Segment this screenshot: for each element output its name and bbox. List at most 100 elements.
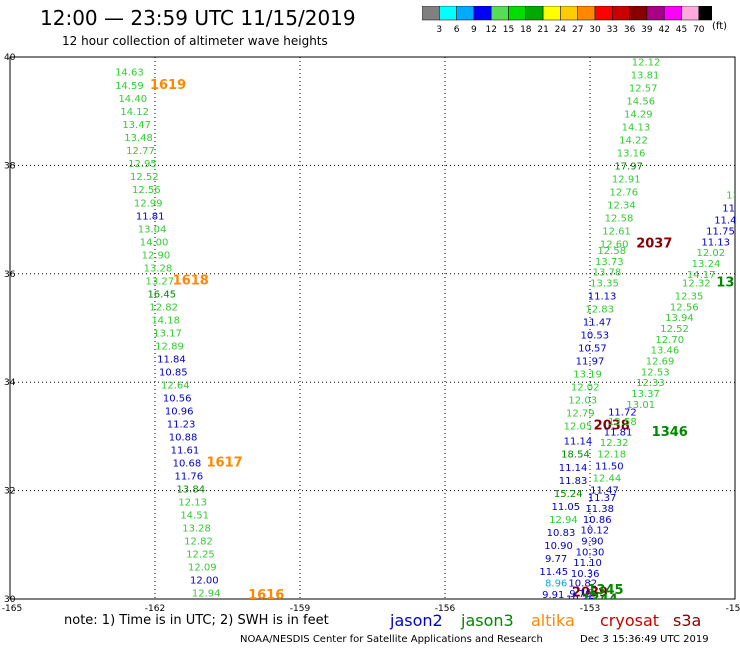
wave-height-label: 12.56 xyxy=(132,185,161,196)
latitude-tick-label: 40 xyxy=(4,53,16,63)
wave-height-label: 12.52 xyxy=(660,324,689,335)
map-gridlines xyxy=(10,57,735,599)
wave-height-label: 12.91 xyxy=(612,174,641,185)
wave-height-label: 14.40 xyxy=(118,94,147,105)
wave-height-label: 9.90 xyxy=(581,536,603,547)
wave-height-label: 10.85 xyxy=(159,367,188,378)
wave-height-label: 13.28 xyxy=(144,263,173,274)
colorbar-label: 12 xyxy=(485,25,496,35)
wave-height-label: 13 xyxy=(726,191,739,202)
latitude-tick-label: 34 xyxy=(4,378,16,388)
wave-height-label: 11.38 xyxy=(585,504,614,515)
wave-height-label: 12.53 xyxy=(641,367,670,378)
wave-height-label: 8.96 xyxy=(545,579,567,590)
wave-height-label: 12.69 xyxy=(646,357,675,368)
wave-height-label: 10.82 xyxy=(568,579,597,590)
latitude-tick-label: 32 xyxy=(4,487,15,497)
pass-time-label: 2039 xyxy=(572,585,608,600)
wave-height-label: 13.73 xyxy=(595,257,624,268)
latitude-tick-label: 30 xyxy=(4,595,16,605)
wave-height-label: 11.47 xyxy=(590,486,619,497)
wave-height-label: 14.12 xyxy=(120,107,149,118)
wave-height-label: 12.52 xyxy=(130,172,159,183)
latitude-tick-label: 38 xyxy=(4,161,16,171)
wave-height-label: 11.61 xyxy=(171,445,200,456)
wave-height-label: 12.03 xyxy=(568,396,597,407)
wave-height-label: 12.02 xyxy=(571,383,600,394)
wave-height-label: 12.05 xyxy=(564,422,593,433)
longitude-tick-label: -153 xyxy=(580,604,600,614)
colorbar-label: 6 xyxy=(454,25,460,35)
longitude-tick-label: -165 xyxy=(2,604,22,614)
wave-height-label: 12.77 xyxy=(126,146,155,157)
wave-height-label: 12.64 xyxy=(161,380,190,391)
wave-height-label: 11.14 xyxy=(564,437,593,448)
wave-height-label: 10.56 xyxy=(163,393,192,404)
wave-height-label: 12.61 xyxy=(602,226,631,237)
longitude-tick-label: -159 xyxy=(290,604,311,614)
colorbar-label: 9 xyxy=(471,25,477,35)
wave-height-label: 12.32 xyxy=(682,278,711,289)
wave-height-label: 11.23 xyxy=(167,419,196,430)
wave-height-label: 11.72 xyxy=(608,407,637,418)
wave-height-label: 10.53 xyxy=(581,331,610,342)
wave-height-label: 12.44 xyxy=(593,474,622,485)
wave-height-label: 11.14 xyxy=(559,463,588,474)
colorbar: 3 6 9 12 15 18 21 24 27 30 33 36 39 42 45 70 xyxy=(422,6,712,35)
map-frame xyxy=(9,56,736,600)
colorbar-swatch xyxy=(698,6,712,21)
footer-note: note: 1) Time is in UTC; 2) SWH is in fe… xyxy=(64,613,329,628)
wave-height-label: 12.57 xyxy=(629,83,658,94)
legend-jason3: jason3 xyxy=(461,611,514,630)
wave-height-label: 12.83 xyxy=(585,304,614,315)
wave-height-label: 12.32 xyxy=(600,438,629,449)
wave-height-label: 11.84 xyxy=(157,354,186,365)
wave-height-label: 13.84 xyxy=(176,484,205,495)
wave-height-label: 12.82 xyxy=(149,302,178,313)
wave-height-label: 12.25 xyxy=(186,549,215,560)
wave-height-label: 14.17 xyxy=(687,270,716,281)
wave-height-label: 12.18 xyxy=(597,450,626,461)
wave-height-label: 18.54 xyxy=(561,450,590,461)
wave-height-label: 13.04 xyxy=(138,224,167,235)
wave-height-label: 13.35 xyxy=(590,278,619,289)
map-title: 12:00 — 23:59 UTC 11/15/2019 xyxy=(40,6,356,30)
wave-height-label: 12.94 xyxy=(549,515,578,526)
wave-height-label: 11.47 xyxy=(583,317,612,328)
legend-s3a: s3a xyxy=(673,611,702,630)
pass-time-label: 2037 xyxy=(636,236,672,251)
colorbar-label: 70 xyxy=(693,25,705,35)
wave-height-label: 13.81 xyxy=(631,70,660,81)
wave-height-label: 14.22 xyxy=(619,135,648,146)
wave-height-label: 12.95 xyxy=(128,159,157,170)
wave-height-label: 11.45 xyxy=(539,567,568,578)
colorbar-label: 45 xyxy=(676,25,687,35)
colorbar-label: 42 xyxy=(658,25,669,35)
wave-height-label: 12.60 xyxy=(600,239,629,250)
wave-height-label: 9.91 xyxy=(542,590,564,601)
wave-height-label: 11.50 xyxy=(595,462,624,473)
colorbar-label: 15 xyxy=(503,25,514,35)
legend-altika: altika xyxy=(531,611,575,630)
wave-height-label: 12.99 xyxy=(134,198,163,209)
wave-height-label: 10.36 xyxy=(566,594,595,605)
axis-ticks: -165 -162 -159 -156 -153 -15 40 38 36 34 32 30 xyxy=(2,53,740,614)
wave-height-label: 9.77 xyxy=(545,554,567,565)
pass-time-label: 13 xyxy=(716,275,734,290)
wave-height-label: 10.57 xyxy=(578,344,607,355)
legend-cryosat: cryosat xyxy=(600,611,660,630)
pass-time-label: 1345 xyxy=(587,583,623,598)
wave-height-label: 12.58 xyxy=(597,246,626,257)
wave-height-label: 16.45 xyxy=(147,289,176,300)
longitude-tick-label: -15 xyxy=(726,604,740,614)
wave-height-label: 13.17 xyxy=(153,328,182,339)
wave-height-label: 11.76 xyxy=(175,471,204,482)
wave-height-label: 13.27 xyxy=(146,276,175,287)
colorbar-label: 36 xyxy=(624,25,636,35)
wave-height-label: 11. xyxy=(722,204,738,215)
wave-height-label: 13.28 xyxy=(182,523,211,534)
wave-height-label: 10.88 xyxy=(169,432,198,443)
colorbar-label: 27 xyxy=(572,25,583,35)
wave-height-label: 10.68 xyxy=(173,458,202,469)
